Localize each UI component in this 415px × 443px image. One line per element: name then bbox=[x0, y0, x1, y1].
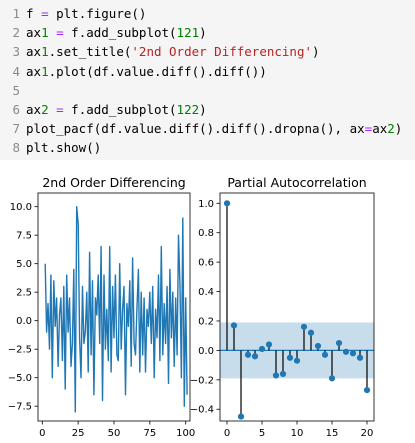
x-tick-label: 0 bbox=[39, 428, 45, 438]
line-number: 3 bbox=[12, 44, 20, 60]
line-number: 5 bbox=[12, 82, 20, 98]
code-line: 2 ax1 = f.add_subplot(121) bbox=[0, 23, 415, 42]
code-text: ax1.plot(df.value.diff().diff()) bbox=[26, 63, 267, 79]
pacf-point bbox=[279, 370, 287, 378]
code-line: 8 plt.show() bbox=[0, 138, 415, 157]
pacf-chart-panel: Partial Autocorrelation 0 5 10 15 20 1.0 0.8 0.6… bbox=[190, 175, 375, 439]
pacf-point bbox=[265, 341, 273, 348]
x-tick-label: 100 bbox=[176, 428, 195, 438]
pacf-point bbox=[244, 351, 252, 358]
line-number: 1 bbox=[12, 6, 20, 21]
y-tick-label: 0.8 bbox=[198, 228, 214, 239]
x-tick-label: 15 bbox=[326, 428, 339, 438]
line-number: 7 bbox=[12, 121, 20, 137]
y-tick-label: 0.0 bbox=[198, 346, 214, 357]
code-text: ax1 = f.add_subplot(121) bbox=[26, 25, 207, 41]
code-editor[interactable]: 1 f = plt.figure() 2 ax1 = f.add_subplot(12… bbox=[0, 4, 415, 158]
code-line: 7 plot_pacf(df.value.diff().diff().dropna… bbox=[0, 119, 415, 138]
pacf-point bbox=[286, 354, 294, 361]
y-tick-label: 10.0 bbox=[10, 202, 32, 213]
code-line: 1 f = plt.figure() bbox=[0, 4, 415, 23]
y-tick-label: −5.0 bbox=[8, 373, 32, 384]
code-text: plot_pacf(df.value.diff().diff().dropna(… bbox=[26, 121, 403, 137]
y-tick-label: 7.5 bbox=[16, 231, 32, 242]
pacf-point bbox=[314, 342, 322, 350]
x-tick-label: 10 bbox=[291, 428, 304, 438]
code-line: 3 ax1.set_title('2nd Order Differencing') bbox=[0, 42, 415, 61]
pacf-point bbox=[272, 372, 280, 379]
code-line: 5 bbox=[0, 81, 415, 100]
pacf-point bbox=[349, 350, 357, 357]
line-number: 4 bbox=[12, 63, 20, 79]
chart-title: Partial Autocorrelation bbox=[227, 175, 366, 190]
pacf-point bbox=[237, 413, 245, 420]
code-text: ax2 = f.add_subplot(122) bbox=[26, 101, 207, 117]
x-tick-label: 0 bbox=[224, 428, 230, 438]
pacf-point bbox=[335, 339, 343, 347]
y-tick-label: 2.5 bbox=[16, 288, 32, 299]
y-tick-label: 5.0 bbox=[16, 259, 32, 270]
y-tick-label: 0.6 bbox=[198, 258, 214, 269]
y-tick-label: 0.0 bbox=[16, 316, 32, 327]
pacf-point bbox=[223, 200, 231, 207]
y-tick-label: −0.2 bbox=[190, 375, 214, 386]
code-text: f = plt.figure() bbox=[26, 6, 147, 21]
line-number: 2 bbox=[12, 25, 20, 41]
code-cell[interactable]: 1 f = plt.figure() 2 ax1 = f.add_subplot(12… bbox=[0, 0, 415, 160]
pacf-point bbox=[328, 375, 336, 382]
y-tick-label: −2.5 bbox=[8, 345, 32, 356]
series-line bbox=[44, 206, 188, 413]
y-tick-label: 1.0 bbox=[198, 199, 214, 210]
y-tick-label: 0.2 bbox=[198, 316, 214, 327]
code-line: 6 ax2 = f.add_subplot(122) bbox=[0, 100, 415, 119]
x-tick-label: 25 bbox=[72, 428, 85, 438]
y-tick-label: −7.5 bbox=[8, 402, 32, 413]
pacf-point bbox=[251, 353, 259, 360]
pacf-point bbox=[342, 348, 350, 355]
plot-output: 2nd Order Differencing 0 25 50 75 100 10.0 7.5 5… bbox=[0, 165, 415, 439]
line-number: 8 bbox=[12, 140, 20, 156]
line-chart-panel: 2nd Order Differencing 0 25 50 75 100 10.0 7.5 5… bbox=[8, 175, 196, 439]
pacf-point bbox=[258, 345, 266, 353]
plot-frame bbox=[219, 192, 375, 422]
line-number: 6 bbox=[12, 101, 20, 117]
code-text: plt.show() bbox=[26, 140, 102, 156]
code-text: ax1.set_title('2nd Order Differencing') bbox=[26, 44, 320, 60]
x-tick-label: 20 bbox=[361, 428, 374, 438]
plot-frame bbox=[37, 192, 191, 422]
pacf-point bbox=[307, 329, 315, 336]
pacf-point bbox=[363, 387, 371, 394]
code-line: 4 ax1.plot(df.value.diff().diff()) bbox=[0, 62, 415, 81]
y-tick-label: 0.4 bbox=[198, 287, 214, 298]
pacf-point bbox=[293, 357, 301, 364]
x-tick-label: 75 bbox=[143, 428, 156, 438]
y-tick-label: −0.4 bbox=[190, 405, 214, 416]
chart-title: 2nd Order Differencing bbox=[42, 175, 185, 190]
pacf-point bbox=[356, 354, 364, 361]
x-tick-label: 5 bbox=[259, 428, 265, 438]
x-tick-label: 50 bbox=[108, 428, 121, 438]
pacf-point bbox=[230, 322, 238, 329]
pacf-point bbox=[321, 351, 329, 358]
pacf-point bbox=[300, 323, 308, 330]
